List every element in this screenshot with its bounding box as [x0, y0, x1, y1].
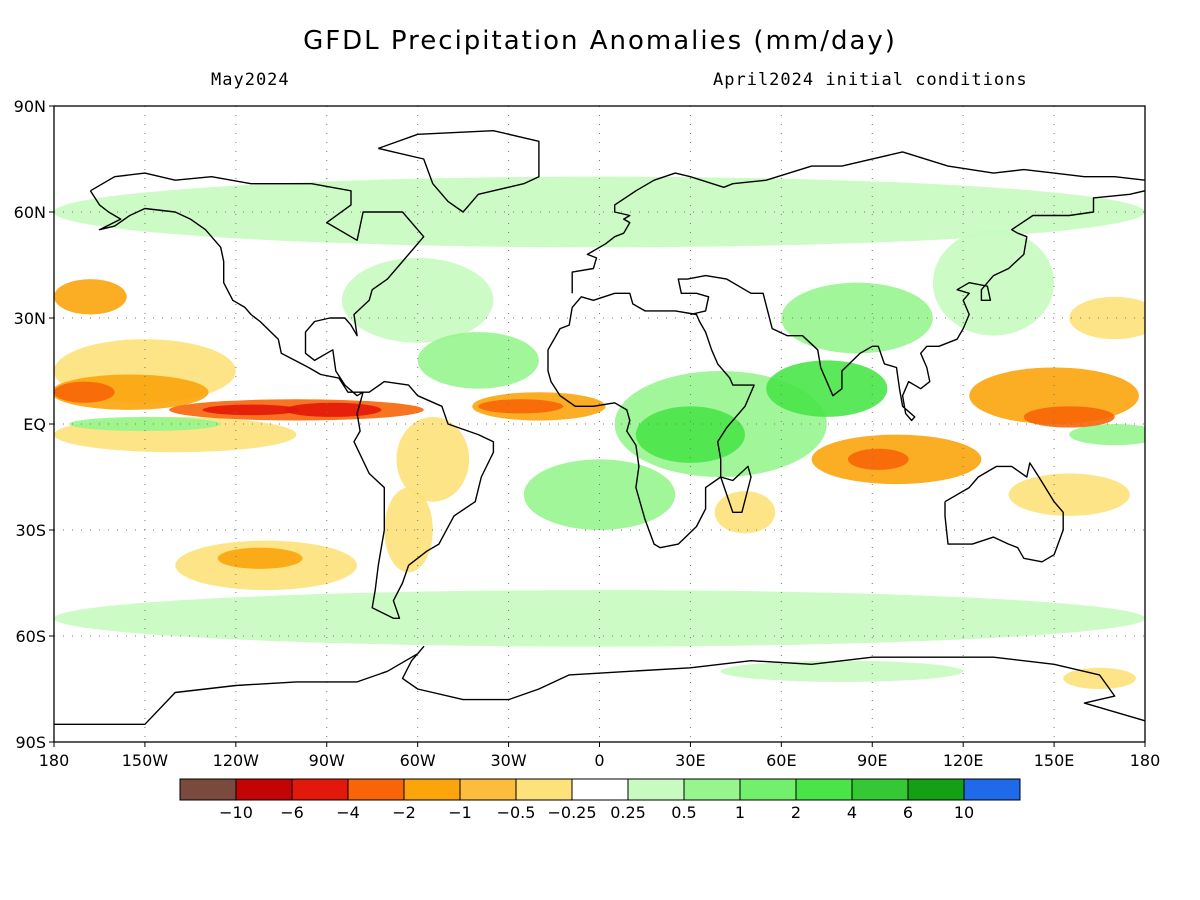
anomaly-region-green: [635, 406, 745, 463]
coastline: [944, 462, 1064, 563]
lon-label: 30W: [490, 751, 526, 770]
colorbar-label: −2: [392, 803, 416, 822]
colorbar-swatch: [739, 778, 797, 801]
anomaly-region-light-orange: [384, 487, 433, 573]
anomaly-region-dark-orange: [848, 448, 909, 470]
anomaly-region-dark-orange: [54, 381, 115, 403]
colorbar-swatch: [179, 778, 237, 801]
lat-label: EQ: [23, 415, 46, 434]
anomaly-region-red: [202, 404, 300, 416]
colorbar-label: 0.25: [610, 803, 646, 822]
lon-label: 30E: [675, 751, 705, 770]
colorbar-label: −1: [448, 803, 472, 822]
lon-label: 120E: [943, 751, 984, 770]
coastline: [378, 130, 540, 213]
colorbar-legend: −10 −6 −4 −2 −1 −0.5 −0.25 0.25 0.5 1 2 4 6 10: [179, 778, 1021, 822]
colorbar-label: 6: [903, 803, 913, 822]
anomaly-region-light-orange: [1008, 473, 1130, 516]
anomaly-region-pale-green: [54, 590, 1145, 647]
colorbar-swatch: [963, 778, 1021, 801]
anomaly-region-light-orange: [1063, 667, 1136, 690]
anomaly-region-dark-orange: [478, 399, 564, 414]
coastline: [54, 645, 1145, 725]
colorbar-label: 0.5: [671, 803, 696, 822]
anomaly-region-pale-green: [54, 176, 1145, 248]
anomaly-region-light-green: [523, 459, 676, 530]
colorbar-label: −10: [219, 803, 253, 822]
lon-label: 150E: [1034, 751, 1075, 770]
colorbar-swatch: [571, 778, 629, 801]
colorbar-swatch: [627, 778, 685, 801]
lon-label: 90E: [857, 751, 887, 770]
lon-label: 0: [594, 751, 604, 770]
colorbar-label: 1: [735, 803, 745, 822]
coastline: [89, 172, 495, 619]
coastline: [571, 151, 1145, 294]
lon-label: 180: [39, 751, 70, 770]
anomaly-region-green: [766, 360, 888, 417]
colorbar-swatch: [515, 778, 573, 801]
anomaly-region-orange: [217, 547, 303, 569]
latitude-axis: 90N 60N 30N EQ 30S 60S 90S: [14, 97, 54, 752]
anomaly-region-orange: [54, 279, 127, 315]
colorbar-swatch: [851, 778, 909, 801]
colorbar-swatch: [683, 778, 741, 801]
anomaly-layer: [54, 176, 1145, 690]
anomaly-region-light-green: [1069, 424, 1145, 446]
anomaly-region-pale-green: [932, 229, 1055, 336]
anomaly-region-light-green: [417, 332, 539, 389]
lat-label: 90N: [14, 97, 46, 116]
lon-label: 60W: [400, 751, 436, 770]
anomaly-region-light-orange: [714, 491, 776, 534]
lon-label: 120W: [213, 751, 260, 770]
colorbar-label: −0.25: [547, 803, 596, 822]
map-title: GFDL Precipitation Anomalies (mm/day): [303, 26, 897, 56]
anomaly-region-light-orange: [396, 416, 470, 502]
lon-label: 90W: [309, 751, 345, 770]
longitude-axis: 180 150W 120W 90W 60W 30W 0 30E 60E 90E 120E 150E 18…: [39, 742, 1161, 770]
colorbar-swatch: [347, 778, 405, 801]
lon-label: 60E: [766, 751, 796, 770]
colorbar-swatch: [403, 778, 461, 801]
lon-label: 150W: [122, 751, 169, 770]
lon-label: 180: [1130, 751, 1161, 770]
colorbar-swatch: [795, 778, 853, 801]
lat-label: 90S: [15, 733, 46, 752]
graticule: [54, 106, 1145, 742]
lat-label: 30N: [14, 309, 46, 328]
initial-conditions-label: April2024 initial conditions: [713, 70, 1028, 90]
coastline: [677, 190, 1145, 422]
anomaly-region-pale-green: [720, 660, 964, 682]
coastlines: [54, 130, 1145, 725]
colorbar-swatch: [291, 778, 349, 801]
colorbar-swatch: [907, 778, 965, 801]
lat-label: 60S: [15, 627, 46, 646]
coastline: [720, 465, 752, 513]
colorbar-label: 4: [847, 803, 857, 822]
anomaly-region-dark-orange: [1023, 406, 1115, 428]
colorbar-label: 2: [791, 803, 801, 822]
forecast-month: May2024: [211, 70, 290, 90]
lat-label: 60N: [14, 203, 46, 222]
anomaly-region-light-green: [781, 282, 933, 354]
colorbar-label: −4: [336, 803, 360, 822]
colorbar-label: −6: [280, 803, 304, 822]
map-plot-area: [53, 105, 1146, 743]
lat-label: 30S: [15, 521, 46, 540]
anomaly-region-pale-green: [341, 257, 494, 343]
anomaly-region-light-orange: [1069, 296, 1145, 340]
coastline: [547, 292, 755, 549]
colorbar-swatch: [235, 778, 293, 801]
colorbar-label: −0.5: [497, 803, 536, 822]
colorbar-swatch: [459, 778, 517, 801]
colorbar-label: 10: [954, 803, 974, 822]
